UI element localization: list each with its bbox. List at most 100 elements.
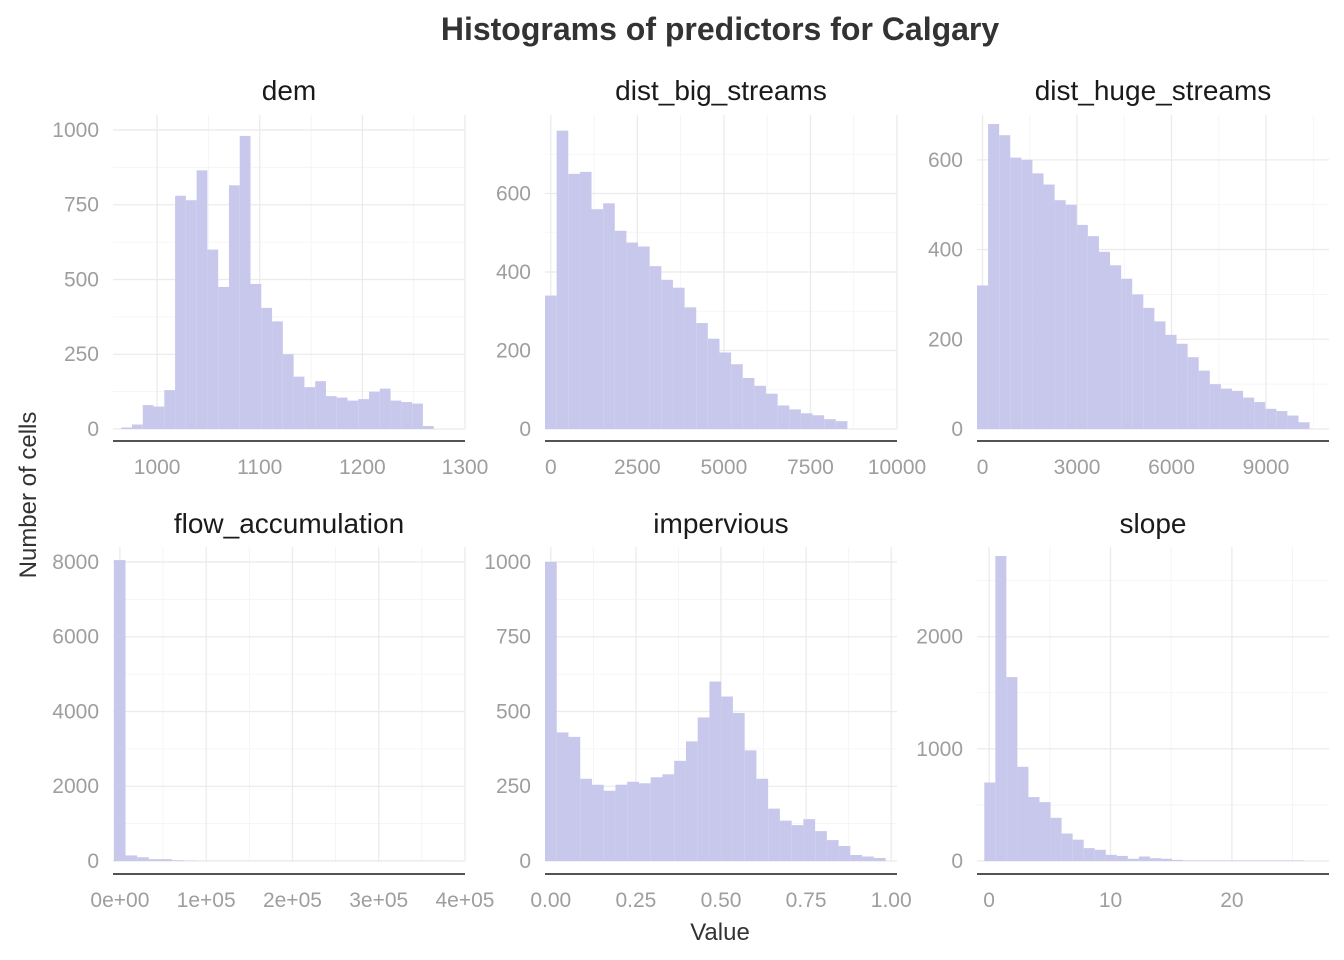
x-axis-title: Value: [690, 919, 750, 946]
histogram-bar: [369, 391, 380, 429]
histogram-bar: [379, 388, 391, 429]
y-tick-label: 1000: [484, 551, 531, 574]
histogram-bar: [1165, 334, 1177, 429]
histogram-bar: [1087, 236, 1099, 429]
y-tick-label: 600: [928, 149, 963, 172]
histogram-bar: [649, 266, 662, 429]
histogram-bar: [1021, 159, 1033, 429]
histogram-bar: [1098, 251, 1111, 429]
facet-title: impervious: [653, 508, 788, 539]
histogram-bar: [1172, 859, 1184, 861]
histogram-bar: [113, 560, 126, 861]
y-tick-label: 6000: [52, 626, 99, 649]
histogram-bar: [545, 561, 557, 861]
histogram-bar: [1198, 370, 1210, 429]
histogram-bar: [153, 406, 165, 429]
y-tick-label: 0: [951, 850, 963, 873]
histogram-bar: [661, 279, 673, 429]
x-tick-label: 2e+05: [263, 889, 322, 912]
histogram-bar: [754, 385, 767, 429]
histogram-bar: [164, 390, 176, 429]
histogram-bar: [282, 354, 294, 429]
x-tick-label: 1300: [442, 456, 489, 479]
histogram-bar: [556, 130, 569, 429]
histogram-bar: [1121, 278, 1133, 429]
histogram-bar: [545, 295, 557, 429]
histogram-bar: [1260, 860, 1272, 861]
histogram-bar: [638, 783, 651, 861]
histogram-bar: [175, 195, 186, 429]
histogram-bar: [172, 860, 184, 861]
histogram-bar: [579, 171, 592, 429]
x-tick-label: 5000: [701, 456, 748, 479]
histogram-bar: [1254, 402, 1266, 429]
y-tick-label: 8000: [52, 551, 99, 574]
histogram-bar: [812, 415, 825, 429]
histogram-bar: [207, 249, 219, 429]
histogram-bar: [1043, 184, 1055, 429]
y-tick-label: 500: [496, 700, 531, 723]
facet-title: flow_accumulation: [174, 508, 404, 539]
histogram-bar: [1243, 397, 1255, 429]
histogram-bar: [662, 774, 675, 861]
chart-title: Histograms of predictors for Calgary: [441, 11, 1000, 47]
histogram-bar: [1205, 860, 1217, 861]
histogram-bar: [1249, 860, 1261, 861]
x-tick-label: 10: [1099, 889, 1122, 912]
y-tick-label: 2000: [52, 775, 99, 798]
y-tick-label: 4000: [52, 700, 99, 723]
histogram-bar: [766, 393, 778, 429]
y-tick-label: 400: [928, 239, 963, 262]
histogram-bar: [1127, 858, 1139, 861]
histogram-bar: [684, 307, 697, 429]
y-tick-label: 1000: [916, 738, 963, 761]
x-tick-label: 7500: [787, 456, 834, 479]
histogram-bar: [803, 819, 816, 861]
y-tick-label: 750: [496, 626, 531, 649]
y-tick-label: 0: [87, 850, 99, 873]
facet-title: slope: [1120, 508, 1187, 539]
histogram-bar: [1065, 204, 1077, 429]
histogram-bar: [304, 387, 316, 429]
histogram-bar: [638, 246, 650, 429]
histogram-bar: [1138, 856, 1150, 861]
x-tick-label: 0.25: [615, 889, 656, 912]
histogram-bar: [756, 778, 769, 861]
x-tick-label: 1000: [134, 456, 181, 479]
y-tick-label: 0: [519, 418, 531, 441]
histogram-bar: [293, 376, 305, 429]
histogram-bar: [401, 402, 413, 429]
histogram-bar: [1094, 849, 1106, 861]
histogram-bar: [1161, 858, 1173, 861]
histogram-bar: [1194, 860, 1206, 861]
histogram-bar: [721, 696, 733, 861]
y-tick-label: 600: [496, 183, 531, 206]
histogram-bar: [777, 405, 790, 429]
histogram-bar: [148, 859, 161, 861]
facet-title: dist_big_streams: [615, 75, 827, 106]
histogram-bar: [1050, 817, 1062, 861]
y-tick-label: 200: [496, 340, 531, 363]
histogram-bar: [1143, 307, 1155, 429]
histogram-bar: [412, 403, 423, 429]
histogram-bar: [732, 712, 745, 861]
histogram-bar: [1276, 411, 1288, 429]
x-tick-label: 0e+00: [90, 889, 149, 912]
histogram-bar: [977, 285, 989, 429]
histogram-bar: [142, 405, 154, 429]
histogram-bar: [1298, 422, 1310, 429]
facet-title: dem: [262, 75, 316, 106]
histogram-bar: [1032, 173, 1044, 429]
histogram-bar: [627, 781, 639, 861]
histogram-bar: [791, 825, 804, 861]
histogram-bar: [325, 396, 337, 429]
histogram-bar: [626, 242, 639, 429]
histogram-bar: [239, 135, 251, 429]
x-tick-label: 0.00: [530, 889, 571, 912]
y-tick-label: 0: [519, 850, 531, 873]
histogram-bar: [995, 555, 1007, 861]
histogram-bar: [709, 681, 722, 861]
histogram-bar: [1220, 388, 1232, 429]
histogram-bar: [228, 185, 240, 429]
